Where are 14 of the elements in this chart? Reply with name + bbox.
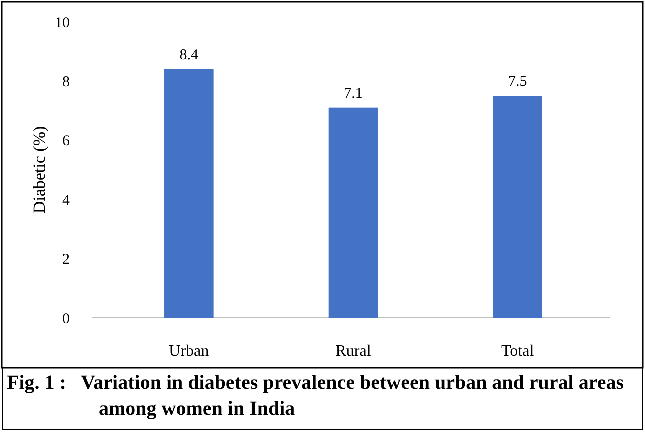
y-axis-title: Diabetic (%) [30,126,49,214]
data-label: 7.5 [508,74,528,90]
data-label: 8.4 [180,47,200,64]
text: Fig. 1 : Variation in diabetes prevalence between urban and rural areas among women in India [2,368,643,430]
x-tick-label: Total [502,343,535,360]
x-tick-label: Rural [336,343,372,360]
y-tick-label: 0 [62,311,70,328]
y-tick-label: 4 [62,192,70,209]
y-tick-label: 8 [62,74,70,90]
y-tick-label: 10 [55,15,70,32]
y-tick-label: 6 [62,134,70,150]
y-tick-label: 2 [62,252,70,268]
x-tick-label: Urban [169,343,210,360]
data-label: 7.1 [344,86,363,102]
